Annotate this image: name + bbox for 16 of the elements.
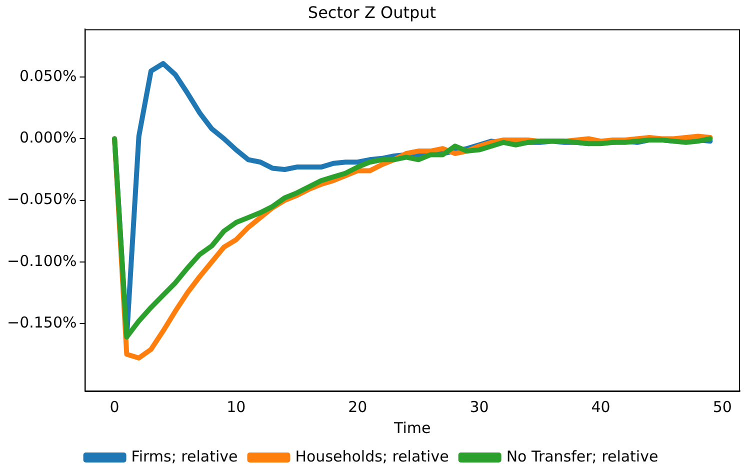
x-tick-label: 20: [348, 398, 368, 416]
legend-label: Households; relative: [295, 447, 449, 466]
x-tick-label: 30: [470, 398, 489, 416]
legend-label: Firms; relative: [131, 447, 238, 466]
y-tick-label: −0.100%: [7, 252, 77, 270]
y-tick-label: 0.000%: [20, 128, 77, 147]
y-tick-label: −0.150%: [7, 313, 77, 332]
y-tick-label: 0.050%: [20, 67, 77, 86]
y-tick-label: −0.050%: [7, 190, 77, 208]
legend-label: No Transfer; relative: [506, 447, 658, 466]
x-tick-label: 40: [591, 398, 610, 416]
x-tick-label: 0: [110, 398, 120, 416]
x-axis-title: Time: [393, 418, 431, 437]
x-tick-label: 50: [712, 398, 732, 416]
x-tick-label: 10: [226, 398, 246, 416]
chart-title: Sector Z Output: [308, 2, 436, 22]
